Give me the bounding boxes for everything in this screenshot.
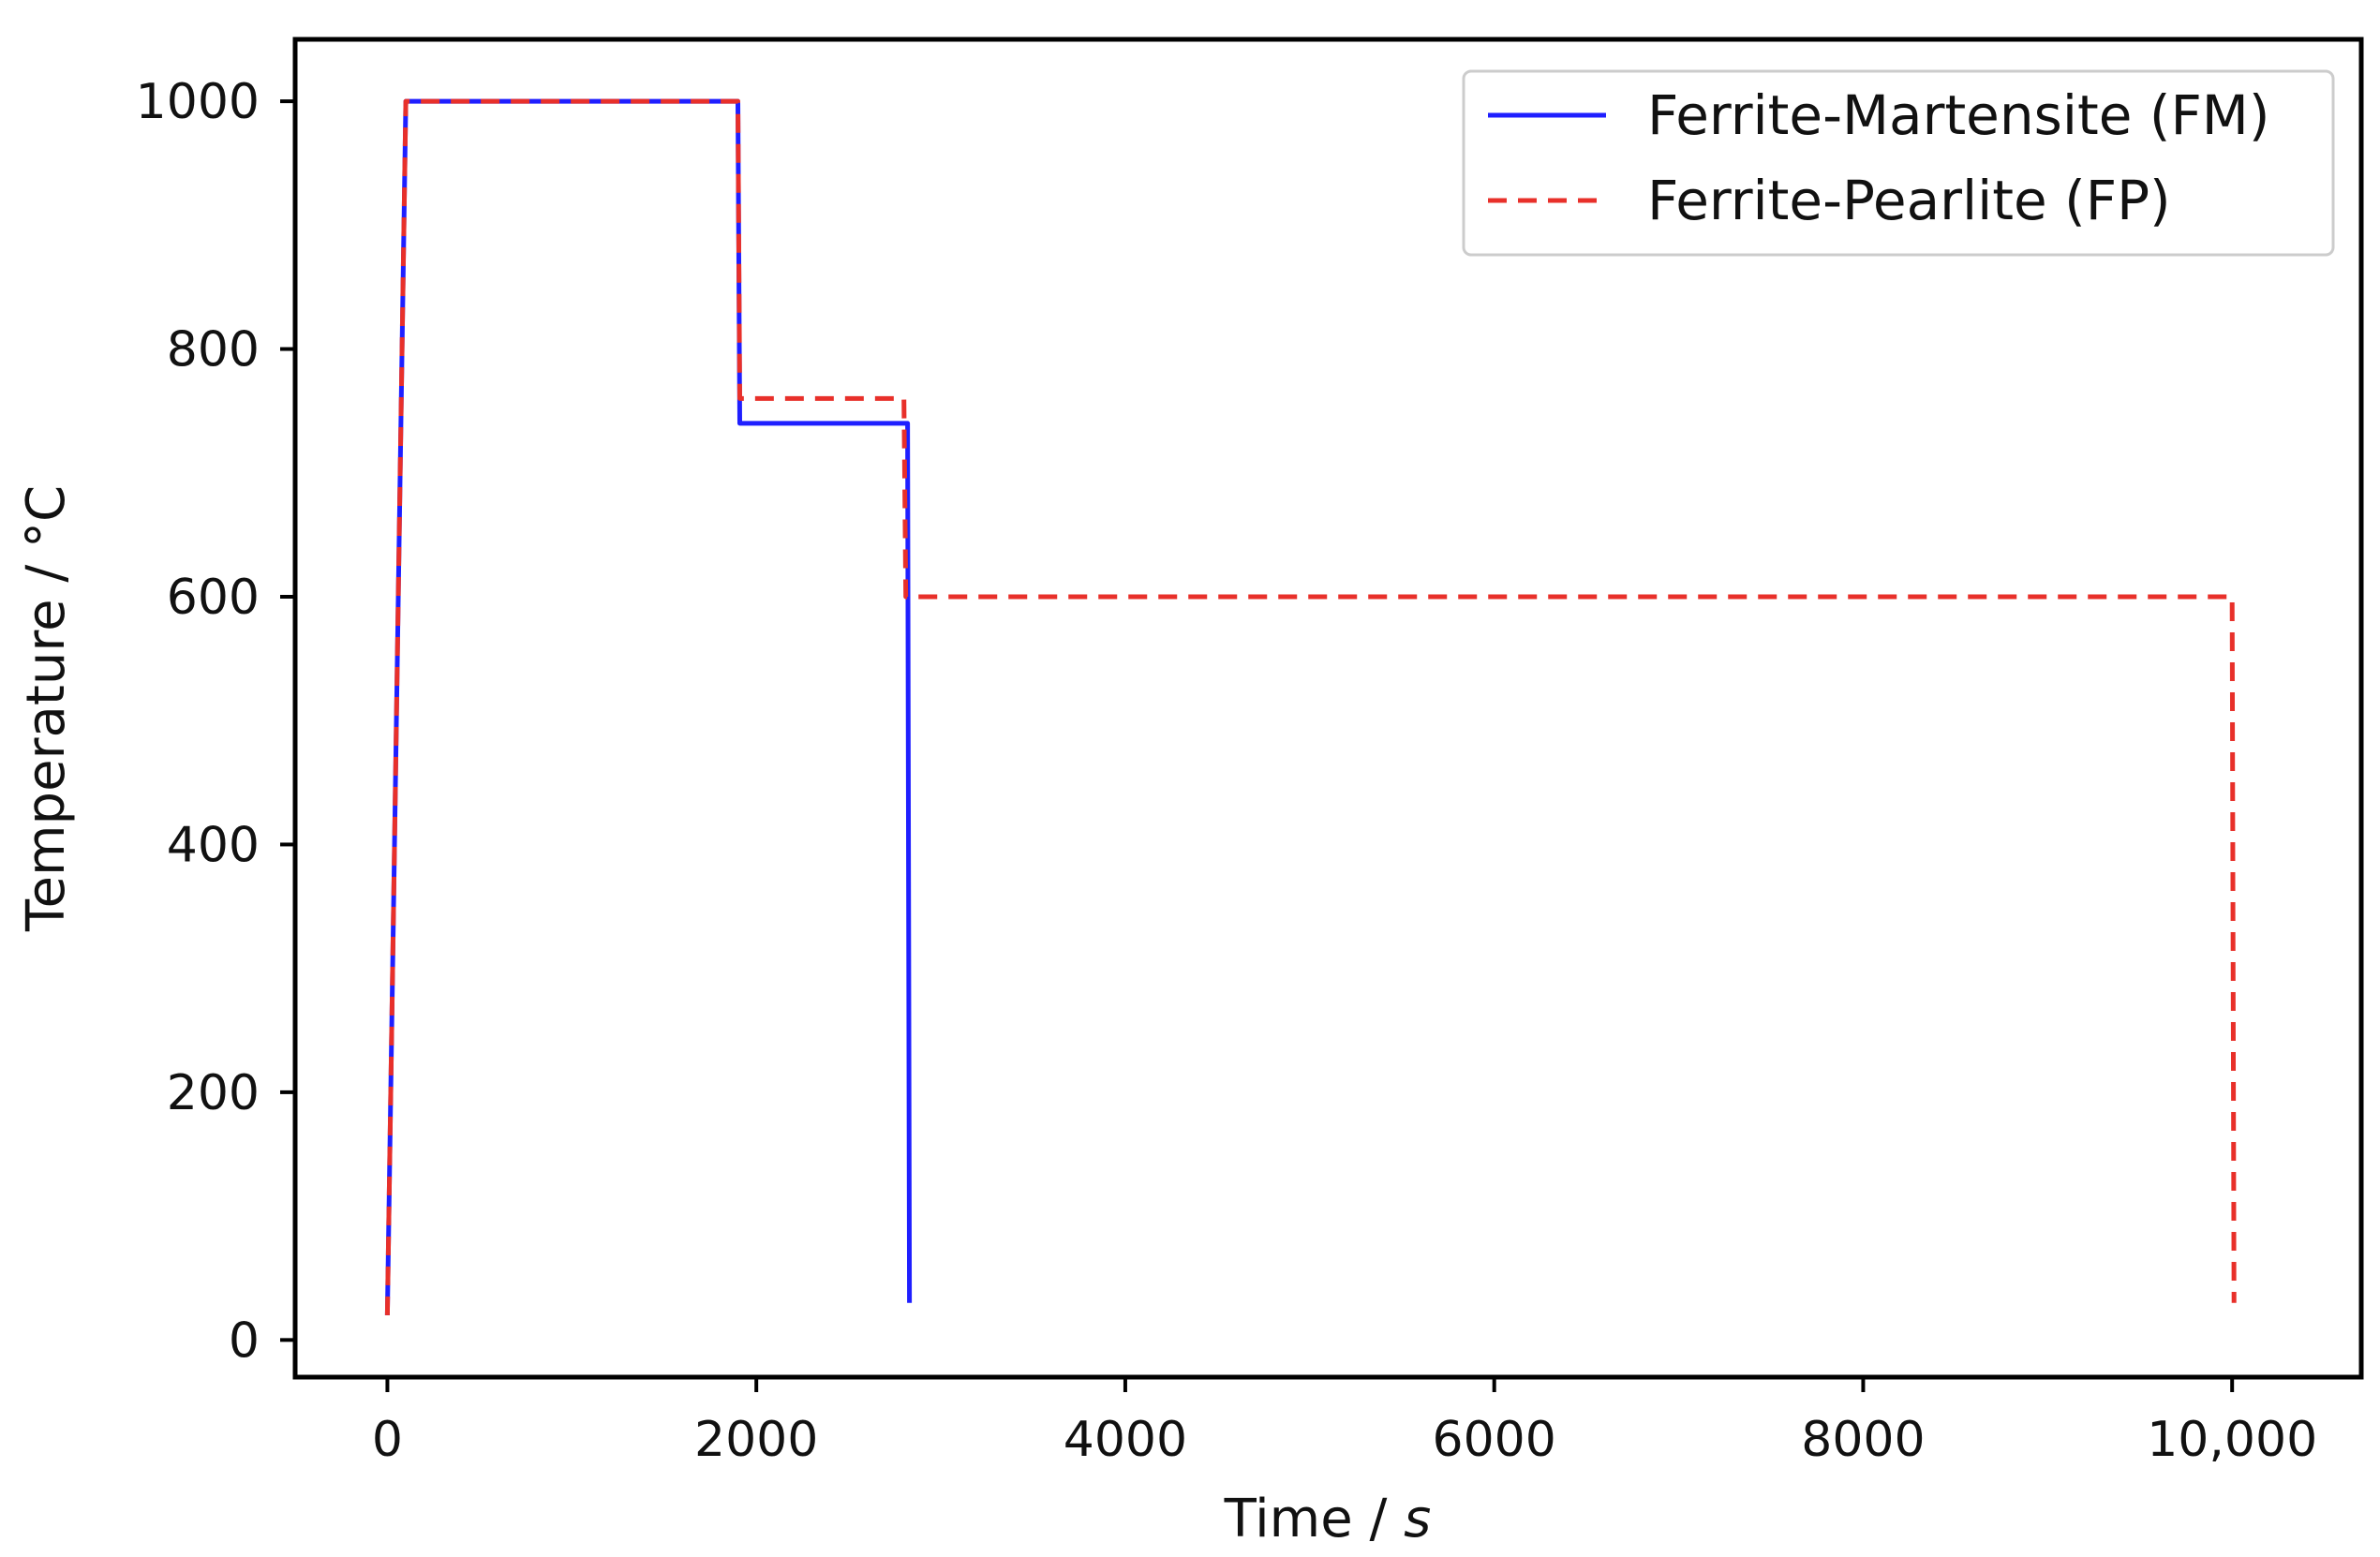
legend-label-fm: Ferrite-Martensite (FM) — [1647, 83, 2269, 147]
y-tick-label: 0 — [229, 1312, 260, 1369]
y-tick-label: 1000 — [136, 74, 260, 130]
y-tick-label: 400 — [167, 817, 260, 873]
x-tick-label: 10,000 — [2147, 1412, 2317, 1468]
series-line-ferrite-pearlite — [384, 98, 2237, 1315]
x-tick-label: 2000 — [694, 1412, 818, 1468]
plot-area — [292, 37, 2364, 1380]
y-tick-label: 800 — [167, 322, 260, 378]
x-tick-label: 0 — [372, 1412, 403, 1468]
x-tick-label: 6000 — [1433, 1412, 1556, 1468]
x-axis-label: Time / s — [1224, 1489, 1432, 1550]
x-tick-label: 8000 — [1801, 1412, 1925, 1468]
legend-box — [1462, 69, 2335, 257]
y-axis-ticks: 0 200 400 600 800 1000 — [136, 74, 295, 1369]
legend: Ferrite-Martensite (FM) Ferrite-Pearlite… — [1462, 69, 2335, 257]
series-line-ferrite-martensite — [384, 98, 913, 1315]
x-tick-label: 4000 — [1064, 1412, 1187, 1468]
y-tick-label: 600 — [167, 570, 260, 626]
series-layer — [384, 98, 2237, 1315]
y-tick-label: 200 — [167, 1065, 260, 1121]
y-axis-label: Temperature / °C — [16, 485, 77, 932]
x-axis-ticks: 0 2000 4000 6000 8000 10,000 — [372, 1377, 2317, 1468]
legend-label-fp: Ferrite-Pearlite (FP) — [1647, 169, 2171, 232]
